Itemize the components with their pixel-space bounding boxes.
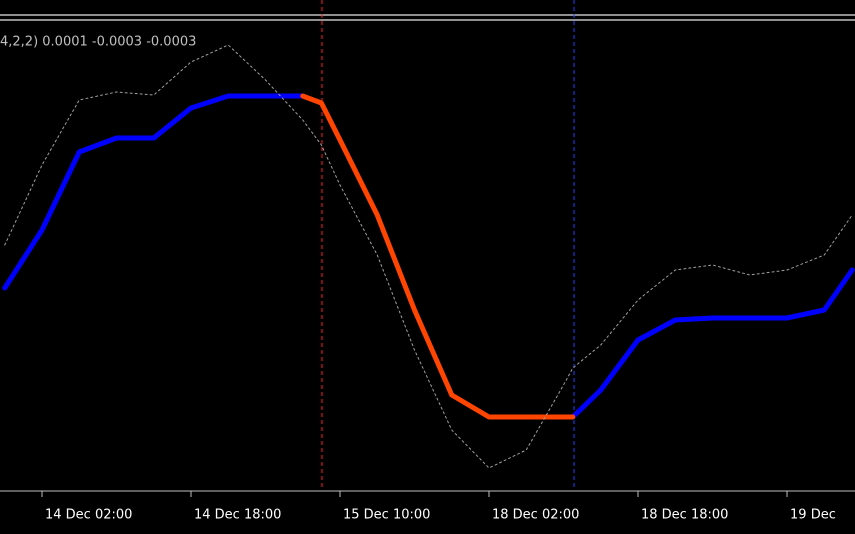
x-tick-label: 18 Dec 02:00 — [492, 508, 579, 523]
indicator-line — [300, 93, 576, 420]
x-tick-label: 15 Dec 10:00 — [343, 508, 430, 523]
x-tick-label: 14 Dec 02:00 — [45, 508, 132, 523]
plot-area — [2, 44, 855, 469]
indicator-label: 4,2,2) 0.0001 -0.0003 -0.0003 — [0, 35, 196, 50]
x-tick-label: 18 Dec 18:00 — [641, 508, 728, 523]
x-tick-label: 19 Dec — [790, 508, 836, 523]
x-tick-label: 14 Dec 18:00 — [194, 508, 281, 523]
indicator-line — [2, 93, 855, 420]
signal-line — [4, 44, 853, 469]
